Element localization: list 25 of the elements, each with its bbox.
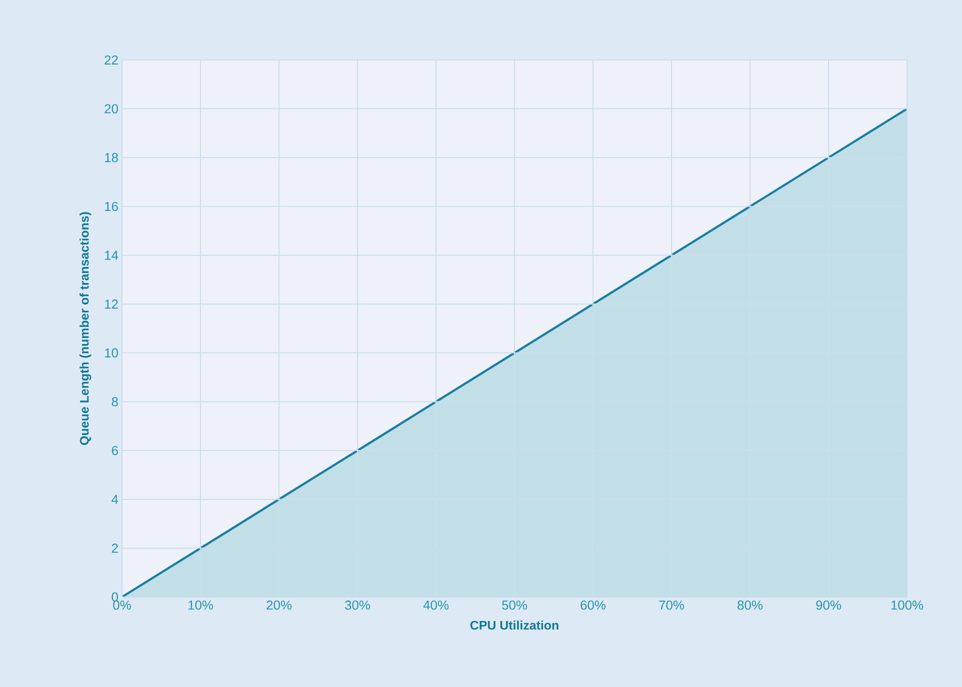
- x-tick-label: 80%: [738, 600, 763, 610]
- y-tick-label: 12: [105, 300, 118, 309]
- y-tick-label: 20: [104, 104, 118, 114]
- y-tick-label: 2: [112, 544, 118, 553]
- y-tick-label: 22: [104, 55, 118, 65]
- y-tick-label: 6: [112, 446, 118, 456]
- y-tick-label: 14: [105, 250, 118, 260]
- x-tick-label: 40%: [423, 600, 449, 610]
- x-tick-label: 60%: [580, 600, 606, 610]
- y-axis-title: Queue Length (number of transactions): [80, 212, 92, 445]
- x-tick-label: 50%: [502, 600, 528, 610]
- y-tick-label: 4: [112, 494, 118, 504]
- x-tick-label: 100%: [891, 600, 924, 610]
- x-tick-label: 90%: [816, 600, 842, 610]
- y-tick-label: 8: [112, 397, 118, 406]
- y-tick-label: 16: [105, 202, 118, 212]
- y-tick-label: 10: [105, 348, 118, 358]
- x-tick-label: 10%: [188, 600, 214, 610]
- x-axis-title: CPU Utilization: [470, 620, 558, 630]
- x-tick-label: 20%: [266, 600, 292, 610]
- y-tick-label: 0: [112, 592, 118, 602]
- x-tick-label: 0%: [113, 600, 131, 610]
- y-tick-label: 18: [105, 153, 118, 162]
- x-tick-label: 70%: [659, 600, 684, 610]
- x-tick-label: 30%: [345, 600, 370, 610]
